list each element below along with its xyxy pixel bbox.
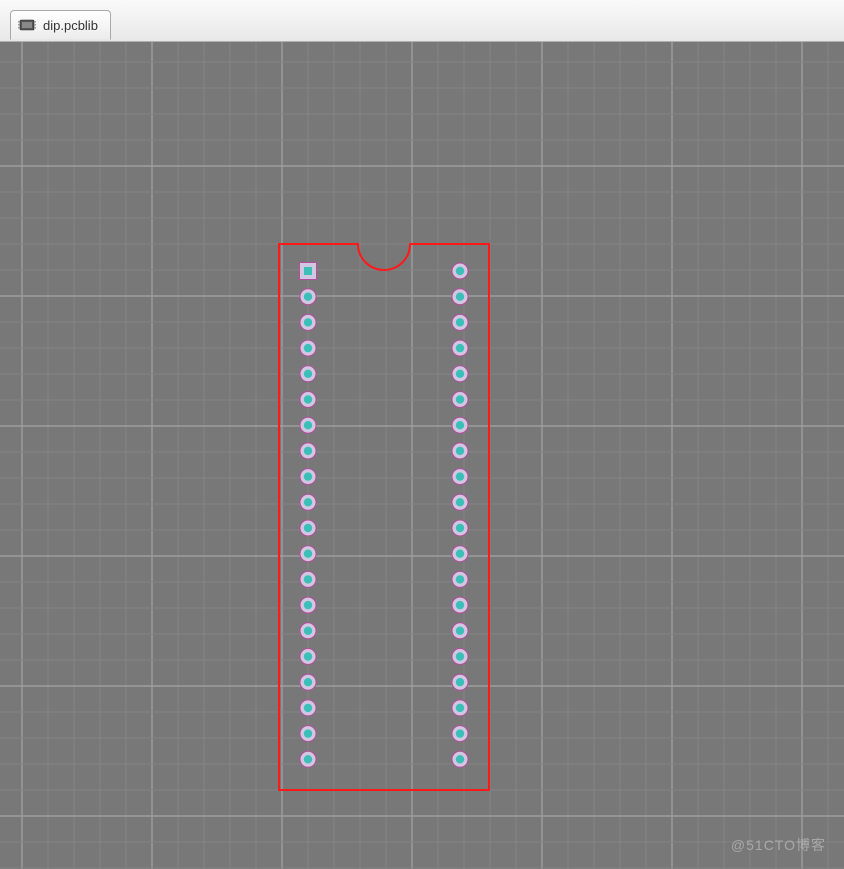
pcblib-chip-icon [17, 16, 37, 34]
tab-bar: dip.pcblib [0, 0, 844, 42]
pcb-canvas[interactable]: @51CTO博客 [0, 42, 844, 869]
file-tab[interactable]: dip.pcblib [10, 10, 111, 40]
pcb-drawing [0, 42, 844, 869]
watermark: @51CTO博客 [731, 835, 826, 855]
file-tab-label: dip.pcblib [43, 18, 98, 33]
